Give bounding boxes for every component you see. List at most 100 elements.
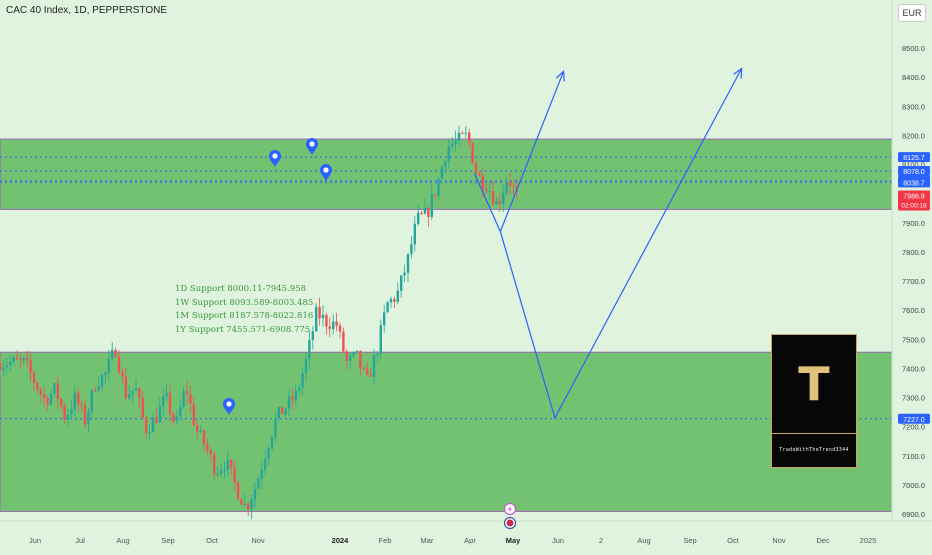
candle-body (260, 469, 263, 479)
candle-body (304, 358, 308, 374)
time-tick-label: Apr (464, 536, 476, 545)
candle-body (179, 406, 182, 417)
candle (19, 354, 22, 370)
time-tick-label: Oct (727, 536, 740, 545)
candle (260, 461, 263, 489)
currency-badge[interactable]: EUR (898, 4, 926, 22)
candle-body (400, 275, 403, 291)
candle-body (141, 398, 144, 418)
candle (104, 371, 107, 385)
candle-body (134, 388, 138, 391)
candle (223, 461, 226, 479)
candle-body (0, 362, 2, 371)
candle-body (270, 436, 274, 449)
candle (168, 385, 172, 424)
price-label-value: 7986.9 (903, 194, 925, 201)
candle (145, 415, 148, 440)
pins[interactable] (223, 138, 332, 415)
pin-icon[interactable] (320, 164, 332, 181)
candle-body (189, 394, 192, 404)
projection-arrow-1-arrowhead[interactable] (555, 70, 565, 82)
candle (226, 450, 229, 477)
time-axis[interactable]: Jun Jul Aug Sep Oct Nov 2024 Feb Mar Apr May Jun 2 Au… (0, 520, 932, 545)
price-label-box (898, 165, 930, 176)
time-tick-label: Jun (29, 536, 41, 545)
candle (179, 399, 182, 420)
candle (512, 180, 515, 196)
candle (165, 385, 168, 401)
price-axis[interactable]: 6900.0 7000.0 7100.0 7200.0 7300.0 7400.0 7500… (891, 0, 932, 550)
candle (185, 381, 189, 405)
price-tick-label: 7400.0 (902, 364, 925, 373)
event-marker-dividend[interactable] (503, 502, 517, 516)
candle (264, 449, 267, 475)
candle (247, 501, 250, 517)
price-label: 8125.7 (898, 152, 930, 163)
logo-divider (772, 433, 856, 434)
candle (366, 361, 369, 377)
candle-body (311, 331, 314, 340)
pin-icon[interactable] (306, 138, 318, 155)
projection-lines[interactable] (473, 67, 743, 420)
candle (403, 264, 406, 283)
candle-body (43, 394, 46, 399)
candle (43, 386, 46, 407)
candle-body (107, 359, 110, 373)
candle-body (294, 390, 297, 401)
candle (355, 350, 359, 354)
candle-body (192, 403, 195, 426)
candle-body (413, 223, 416, 245)
candle-body (308, 339, 311, 359)
projection-arrow-2-arrowhead[interactable] (733, 67, 743, 79)
candle-body (512, 185, 515, 187)
candle-body (15, 357, 19, 360)
candle-body (155, 417, 158, 423)
price-label-value: 8038.7 (903, 180, 925, 187)
candle-body (505, 181, 508, 193)
candle (406, 253, 410, 283)
candle-body (488, 190, 491, 192)
candle (219, 463, 223, 479)
event-markers[interactable] (503, 502, 517, 530)
projection-arrow-2[interactable] (499, 68, 743, 420)
candle-body (117, 356, 121, 373)
time-tick-label: Mar (421, 536, 434, 545)
candle (410, 235, 413, 259)
candle-body (12, 357, 15, 362)
candle (491, 180, 495, 207)
event-marker-earnings[interactable] (503, 516, 517, 530)
candle (393, 296, 396, 309)
candle-body (434, 194, 437, 196)
candle-body (26, 357, 29, 361)
candle (454, 130, 457, 152)
time-tick-label: Aug (116, 536, 129, 545)
candle (284, 407, 287, 417)
dotted-levels (0, 156, 892, 420)
candle-body (410, 244, 413, 255)
pin-icon[interactable] (223, 398, 235, 415)
candle (502, 184, 505, 213)
candle (270, 436, 274, 452)
candle (230, 459, 233, 476)
support-zone-2 (0, 351, 893, 512)
candle (301, 367, 304, 395)
candle-body (444, 161, 447, 167)
pin-icon[interactable] (269, 150, 281, 167)
candle-body (332, 321, 335, 330)
candle-body (383, 312, 386, 326)
price-tick-label: 7800.0 (902, 248, 925, 257)
candle (111, 342, 114, 362)
candle (396, 282, 399, 305)
candle-body (165, 392, 168, 397)
candle-body (60, 399, 63, 407)
candle (216, 466, 219, 477)
candle (121, 367, 124, 384)
candle-body (301, 373, 304, 388)
price-label: 8038.7 (898, 177, 930, 188)
candle-body (70, 409, 73, 415)
candle (83, 399, 87, 428)
candle (505, 177, 508, 196)
candle (114, 347, 117, 358)
